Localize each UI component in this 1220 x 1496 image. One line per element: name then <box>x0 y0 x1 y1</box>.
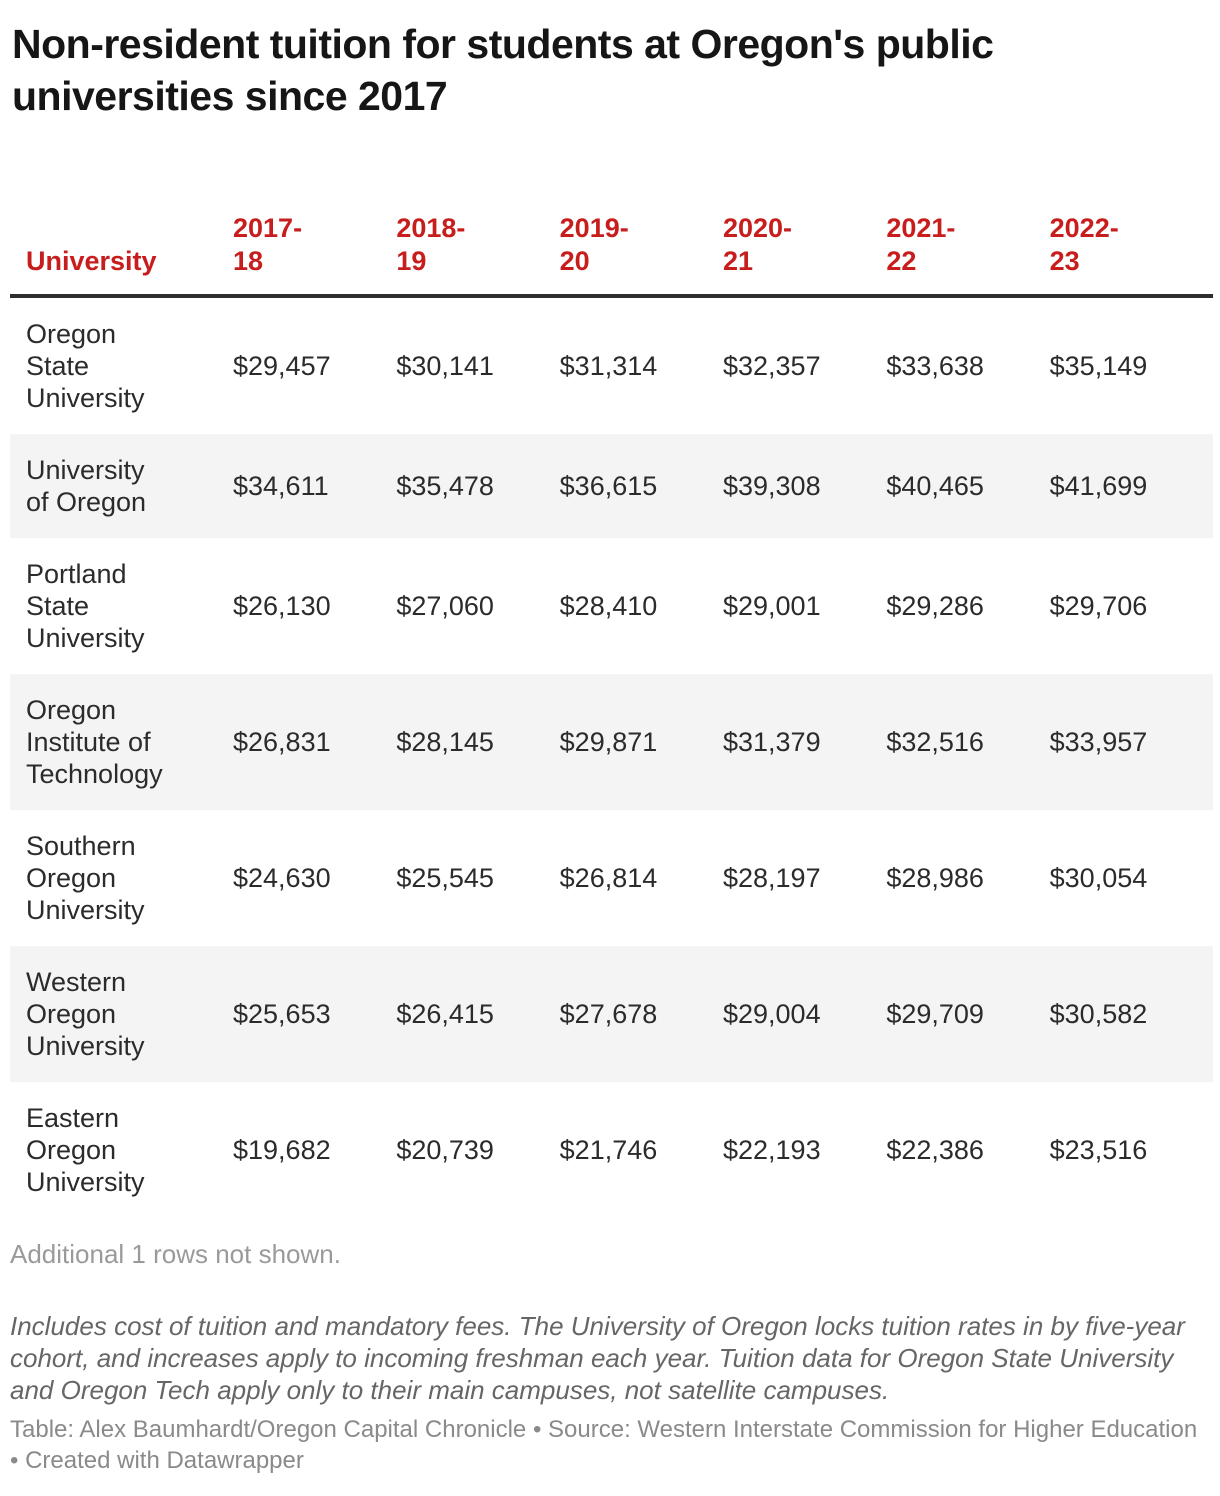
page-title: Non-resident tuition for students at Ore… <box>12 21 994 119</box>
tuition-value-cell: $30,141 <box>396 351 494 381</box>
tuition-value-cell: $34,611 <box>233 471 329 501</box>
tuition-value-cell: $39,308 <box>722 471 821 501</box>
table-row: Western Oregon University $25,653 $26,415 $… <box>10 946 1213 1082</box>
tuition-table: University 2017- 18 2018- 19 2019- 20 2020-… <box>10 212 1213 1218</box>
university-cell: University of Oregon <box>26 455 147 517</box>
tuition-value-cell: $25,653 <box>233 999 331 1029</box>
university-cell: Oregon Institute of Technology <box>26 695 163 789</box>
header-row: University 2017- 18 2018- 19 2019- 20 2020-… <box>10 212 1213 296</box>
table-row: Oregon Institute of Technology $26,831 $28… <box>10 674 1213 810</box>
tuition-value-cell: $31,379 <box>722 727 821 757</box>
tuition-value-cell: $35,478 <box>396 471 494 501</box>
year-column-header: 2019- 20 <box>559 213 629 276</box>
tuition-value-cell: $29,286 <box>886 591 984 621</box>
tuition-value-cell: $29,457 <box>233 351 331 381</box>
table-credit: Table: Alex Baumhardt/Oregon Capital Chr… <box>10 1416 1198 1474</box>
tuition-value-cell: $30,582 <box>1049 999 1148 1029</box>
tuition-value-cell: $27,678 <box>559 999 658 1029</box>
tuition-value-cell: $20,739 <box>396 1135 494 1165</box>
table-footnote: Includes cost of tuition and mandatory f… <box>10 1311 1185 1405</box>
tuition-value-cell: $29,709 <box>886 999 984 1029</box>
tuition-value-cell: $28,410 <box>559 591 658 621</box>
university-cell: Southern Oregon University <box>26 831 145 925</box>
tuition-value-cell: $33,957 <box>1049 727 1148 757</box>
tuition-value-cell: $36,615 <box>559 471 658 501</box>
tuition-value-cell: $29,706 <box>1049 591 1148 621</box>
table-row: Eastern Oregon University $19,682 $20,739 $… <box>10 1082 1213 1218</box>
university-cell: Oregon State University <box>26 319 145 413</box>
tuition-value-cell: $26,415 <box>396 999 494 1029</box>
tuition-value-cell: $31,314 <box>559 351 658 381</box>
year-column-header: 2018- 19 <box>396 213 466 276</box>
university-cell: Western Oregon University <box>26 967 145 1061</box>
year-column-header: 2017- 18 <box>233 213 303 276</box>
table-row: Oregon State University $29,457 $30,141 $31… <box>10 296 1213 434</box>
tuition-value-cell: $21,746 <box>559 1135 658 1165</box>
tuition-value-cell: $24,630 <box>233 863 331 893</box>
tuition-value-cell: $28,145 <box>396 727 494 757</box>
tuition-value-cell: $22,386 <box>886 1135 984 1165</box>
tuition-value-cell: $26,814 <box>559 863 658 893</box>
table-row: University of Oregon $34,611 $35,478 $36,61… <box>10 434 1213 538</box>
tuition-value-cell: $29,871 <box>559 727 658 757</box>
table-row: Southern Oregon University $24,630 $25,545… <box>10 810 1213 946</box>
tuition-value-cell: $28,197 <box>722 863 821 893</box>
tuition-value-cell: $30,054 <box>1049 863 1148 893</box>
tuition-value-cell: $35,149 <box>1049 351 1148 381</box>
table-body: Oregon State University $29,457 $30,141 $31… <box>10 296 1213 1218</box>
tuition-value-cell: $25,545 <box>396 863 494 893</box>
tuition-value-cell: $26,831 <box>233 727 331 757</box>
tuition-value-cell: $40,465 <box>886 471 984 501</box>
tuition-value-cell: $33,638 <box>886 351 984 381</box>
tuition-value-cell: $32,357 <box>722 351 821 381</box>
university-cell: Portland State University <box>26 559 145 653</box>
year-column-header: 2020- 21 <box>722 213 793 276</box>
tuition-value-cell: $29,004 <box>722 999 821 1029</box>
university-cell: Eastern Oregon University <box>26 1103 145 1197</box>
tuition-value-cell: $41,699 <box>1049 471 1148 501</box>
tuition-value-cell: $32,516 <box>886 727 984 757</box>
tuition-value-cell: $27,060 <box>396 591 494 621</box>
tuition-value-cell: $19,682 <box>233 1135 331 1165</box>
tuition-value-cell: $26,130 <box>233 591 331 621</box>
tuition-value-cell: $22,193 <box>722 1135 821 1165</box>
tuition-value-cell: $23,516 <box>1049 1135 1148 1165</box>
additional-rows-note: Additional 1 rows not shown. <box>10 1239 341 1269</box>
tuition-value-cell: $28,986 <box>886 863 984 893</box>
university-column-header: University <box>26 246 157 276</box>
year-column-header: 2021- 22 <box>886 213 956 276</box>
year-column-header: 2022- 23 <box>1049 213 1119 276</box>
table-row: Portland State University $26,130 $27,060 $… <box>10 538 1213 674</box>
tuition-value-cell: $29,001 <box>722 591 821 621</box>
